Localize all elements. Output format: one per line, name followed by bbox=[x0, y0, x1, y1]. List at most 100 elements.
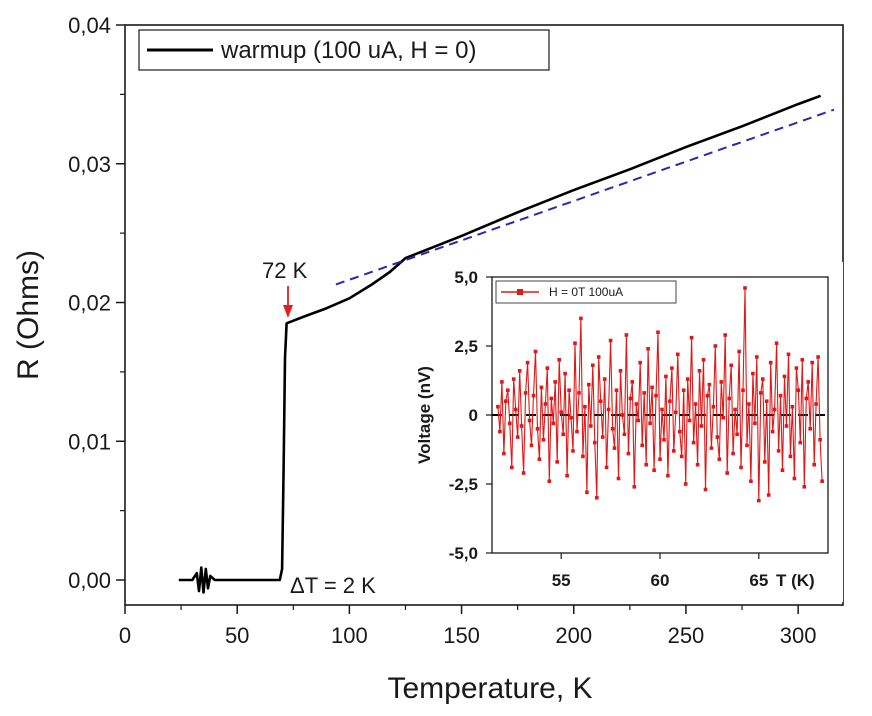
inset-data-point bbox=[820, 479, 824, 483]
main-x-tick-label: 50 bbox=[225, 623, 249, 648]
inset-data-point bbox=[729, 363, 733, 368]
inset-y-tick-label: 0 bbox=[469, 406, 478, 425]
inset-data-point bbox=[579, 316, 583, 321]
inset-data-point bbox=[674, 410, 678, 414]
inset-data-point bbox=[790, 404, 795, 409]
inset-data-point bbox=[508, 421, 512, 426]
inset-data-point bbox=[685, 377, 690, 381]
delta-t-label: ΔT = 2 K bbox=[290, 573, 376, 598]
inset-data-point bbox=[772, 407, 777, 412]
linear-fit-line bbox=[335, 108, 835, 286]
inset-data-point bbox=[561, 432, 565, 437]
inset-data-point bbox=[640, 443, 644, 448]
main-x-tick-label: 200 bbox=[555, 623, 592, 648]
inset-data-point bbox=[723, 333, 727, 337]
inset-data-point bbox=[745, 443, 749, 448]
inset-data-point bbox=[691, 440, 696, 445]
inset-data-point bbox=[810, 360, 814, 365]
inset-data-point bbox=[792, 476, 797, 481]
inset-data-point bbox=[506, 388, 510, 392]
inset-data-point bbox=[676, 352, 680, 357]
inset-data-point bbox=[705, 393, 710, 398]
transition-arrow-head bbox=[283, 305, 293, 318]
inset-data-point bbox=[644, 462, 648, 467]
inset-data-point bbox=[515, 435, 520, 439]
inset-data-point bbox=[624, 333, 629, 337]
inset-data-point bbox=[521, 471, 526, 475]
inset-data-point bbox=[557, 358, 561, 362]
inset-data-point bbox=[721, 416, 725, 420]
inset-data-point bbox=[719, 380, 724, 384]
inset-data-point bbox=[701, 358, 706, 362]
inset-data-point bbox=[770, 429, 775, 434]
inset-data-point bbox=[731, 451, 735, 456]
inset-data-point bbox=[679, 454, 684, 459]
inset-data-point bbox=[511, 377, 516, 381]
inset-y-tick-label: -5,0 bbox=[449, 544, 478, 563]
inset-legend-swatch-marker bbox=[517, 289, 523, 295]
inset-data-point bbox=[559, 410, 563, 414]
inset-data-point bbox=[549, 396, 554, 401]
main-y-tick-label: 0,04 bbox=[68, 13, 111, 38]
inset-data-point bbox=[695, 462, 700, 467]
inset-data-point bbox=[733, 407, 737, 412]
inset-data-point bbox=[622, 432, 627, 437]
inset-data-point bbox=[533, 349, 538, 354]
inset-data-point bbox=[581, 454, 585, 459]
inset-data-point bbox=[711, 404, 716, 409]
main-tick-labels: 0 50 100 150 200 250 300 0,00 0,01 0,02 0,03 0,04 bbox=[68, 13, 816, 648]
inset-data-point bbox=[632, 485, 637, 489]
inset-data-point bbox=[513, 407, 518, 412]
inset-data-point bbox=[612, 446, 617, 450]
inset-legend: H = 0T 100uA bbox=[495, 280, 677, 304]
inset-data-point bbox=[678, 429, 682, 434]
inset-data-point bbox=[618, 369, 623, 373]
main-axis-ticks bbox=[116, 24, 799, 614]
inset-data-point bbox=[662, 438, 666, 442]
inset-data-point bbox=[496, 404, 500, 409]
transition-temp-label: 72 K bbox=[262, 258, 308, 283]
inset-data-point bbox=[808, 427, 812, 431]
inset-data-point bbox=[660, 407, 664, 412]
inset-data-point bbox=[764, 399, 769, 403]
inset-data-point bbox=[753, 421, 757, 426]
inset-data-point bbox=[800, 358, 805, 362]
inset-data-point bbox=[642, 391, 646, 395]
inset-data-point bbox=[652, 468, 656, 472]
inset-data-point bbox=[525, 360, 530, 365]
inset-data-point bbox=[547, 479, 552, 483]
inset-data-point bbox=[573, 341, 577, 345]
inset-x-tick-label: 55 bbox=[552, 571, 571, 590]
inset-y-tick-label: 5,0 bbox=[454, 268, 478, 287]
inset-y-axis-title: Voltage (nV) bbox=[415, 366, 434, 464]
inset-data-point bbox=[626, 451, 631, 456]
main-x-tick-label: 250 bbox=[668, 623, 705, 648]
inset-data-point bbox=[666, 473, 670, 478]
inset-data-point bbox=[602, 377, 607, 381]
inset-data-point bbox=[727, 396, 731, 401]
inset-data-point bbox=[697, 369, 702, 373]
inset-data-point bbox=[634, 402, 639, 406]
inset-data-point bbox=[545, 366, 550, 370]
inset-data-point bbox=[646, 347, 650, 351]
inset-data-point bbox=[553, 380, 557, 384]
inset-data-point bbox=[664, 374, 668, 379]
inset-y-tick-label: -2,5 bbox=[449, 475, 478, 494]
inset-data-point bbox=[693, 402, 698, 406]
inset-data-point bbox=[517, 369, 522, 373]
inset-data-point bbox=[589, 424, 593, 428]
inset-tick-labels: 55 60 65 5,0 2,5 0 -2,5 -5,0 bbox=[449, 268, 769, 590]
inset-data-point bbox=[563, 371, 567, 376]
inset-data-point bbox=[782, 374, 787, 379]
inset-data-point bbox=[741, 388, 745, 392]
inset-data-point bbox=[796, 388, 801, 392]
inset-data-point bbox=[739, 465, 743, 470]
inset-legend-label: H = 0T 100uA bbox=[549, 285, 623, 299]
inset-data-point bbox=[585, 490, 589, 495]
inset-data-point bbox=[743, 286, 747, 290]
main-y-tick-label: 0,02 bbox=[68, 291, 111, 316]
inset-data-point bbox=[529, 443, 534, 448]
inset-data-point bbox=[755, 355, 759, 359]
inset-data-point bbox=[648, 421, 652, 426]
inset-data-point bbox=[577, 391, 581, 395]
